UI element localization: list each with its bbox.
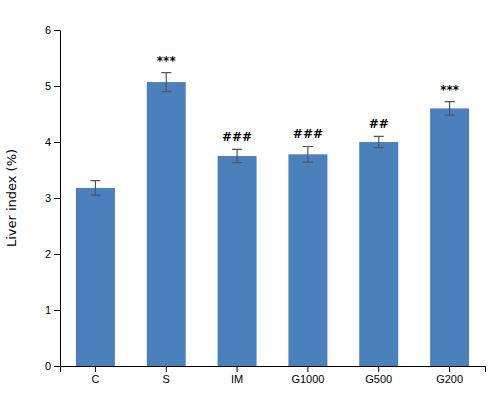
chart: 0123456CSIMG1000G500G200***########***Li… — [0, 0, 500, 401]
error-bar-line — [374, 136, 384, 147]
error-bar-line — [445, 102, 455, 115]
x-tick: S — [163, 366, 170, 385]
error-bar — [232, 149, 242, 162]
error-bar — [161, 73, 171, 92]
bar — [288, 154, 327, 366]
y-tick: 4 — [45, 136, 60, 148]
x-tick-mark — [378, 366, 379, 372]
bar — [147, 82, 186, 366]
error-bar-line — [303, 146, 313, 162]
annotation: ### — [222, 130, 252, 144]
error-bar-line — [90, 181, 100, 196]
y-tick: 5 — [45, 80, 60, 92]
annotations: ***########*** — [157, 54, 460, 145]
annotation: ### — [293, 127, 323, 141]
y-axis: 0 1 2 3 4 5 6 — [45, 24, 61, 372]
error-bar — [445, 102, 455, 115]
y-tick-label: 6 — [45, 24, 51, 36]
x-tick-mark — [307, 366, 308, 372]
x-tick-label: IM — [231, 373, 243, 385]
y-tick: 0 — [45, 360, 60, 372]
y-tick-label: 3 — [45, 192, 51, 204]
y-tick-mark — [54, 310, 60, 311]
y-axis-title: Liver index (%) — [4, 149, 19, 247]
error-bar — [90, 181, 100, 196]
annotation: *** — [157, 54, 177, 68]
y-tick-label: 0 — [45, 360, 51, 372]
error-bar-line — [161, 73, 171, 92]
x-tick: G1000 — [291, 366, 324, 385]
x-tick: IM — [231, 366, 243, 385]
annotation: *** — [440, 83, 460, 97]
y-tick-label: 1 — [45, 304, 51, 316]
x-tick-label: G200 — [436, 373, 463, 385]
plot: 0123456CSIMG1000G500G200***########*** — [45, 24, 486, 385]
y-tick-mark — [54, 366, 60, 367]
y-tick-mark — [54, 142, 60, 143]
x-tick-mark — [95, 366, 96, 372]
bar — [76, 188, 115, 366]
x-tick-label: S — [163, 373, 170, 385]
y-tick-label: 2 — [45, 248, 51, 260]
annotation: ## — [369, 117, 389, 131]
x-tick-mark — [449, 366, 450, 372]
x-tick-mark — [237, 366, 238, 372]
y-tick-mark — [54, 254, 60, 255]
x-tick: G500 — [365, 366, 392, 385]
x-tick-label: C — [91, 373, 99, 385]
y-axis-line — [54, 31, 61, 367]
y-tick-label: 4 — [45, 136, 51, 148]
y-tick-mark — [54, 198, 60, 199]
marks — [76, 73, 469, 366]
x-tick-label: G500 — [365, 373, 392, 385]
bar — [359, 142, 398, 366]
error-bar-line — [232, 149, 242, 162]
y-tick: 1 — [45, 304, 60, 316]
x-tick-mark — [166, 366, 167, 372]
y-tick: 6 — [45, 24, 60, 36]
error-bar — [374, 136, 384, 147]
x-tick-label: G1000 — [291, 373, 324, 385]
x-axis: C S IM G1000 G500 G200 — [61, 366, 486, 385]
y-tick-mark — [54, 30, 60, 31]
bar — [218, 156, 257, 366]
bar — [430, 108, 469, 366]
y-tick: 3 — [45, 192, 60, 204]
y-tick-label: 5 — [45, 80, 51, 92]
x-axis-line — [61, 367, 486, 373]
x-tick: G200 — [436, 366, 463, 385]
error-bar — [303, 146, 313, 162]
x-tick: C — [91, 366, 99, 385]
y-tick: 2 — [45, 248, 60, 260]
y-tick-mark — [54, 86, 60, 87]
